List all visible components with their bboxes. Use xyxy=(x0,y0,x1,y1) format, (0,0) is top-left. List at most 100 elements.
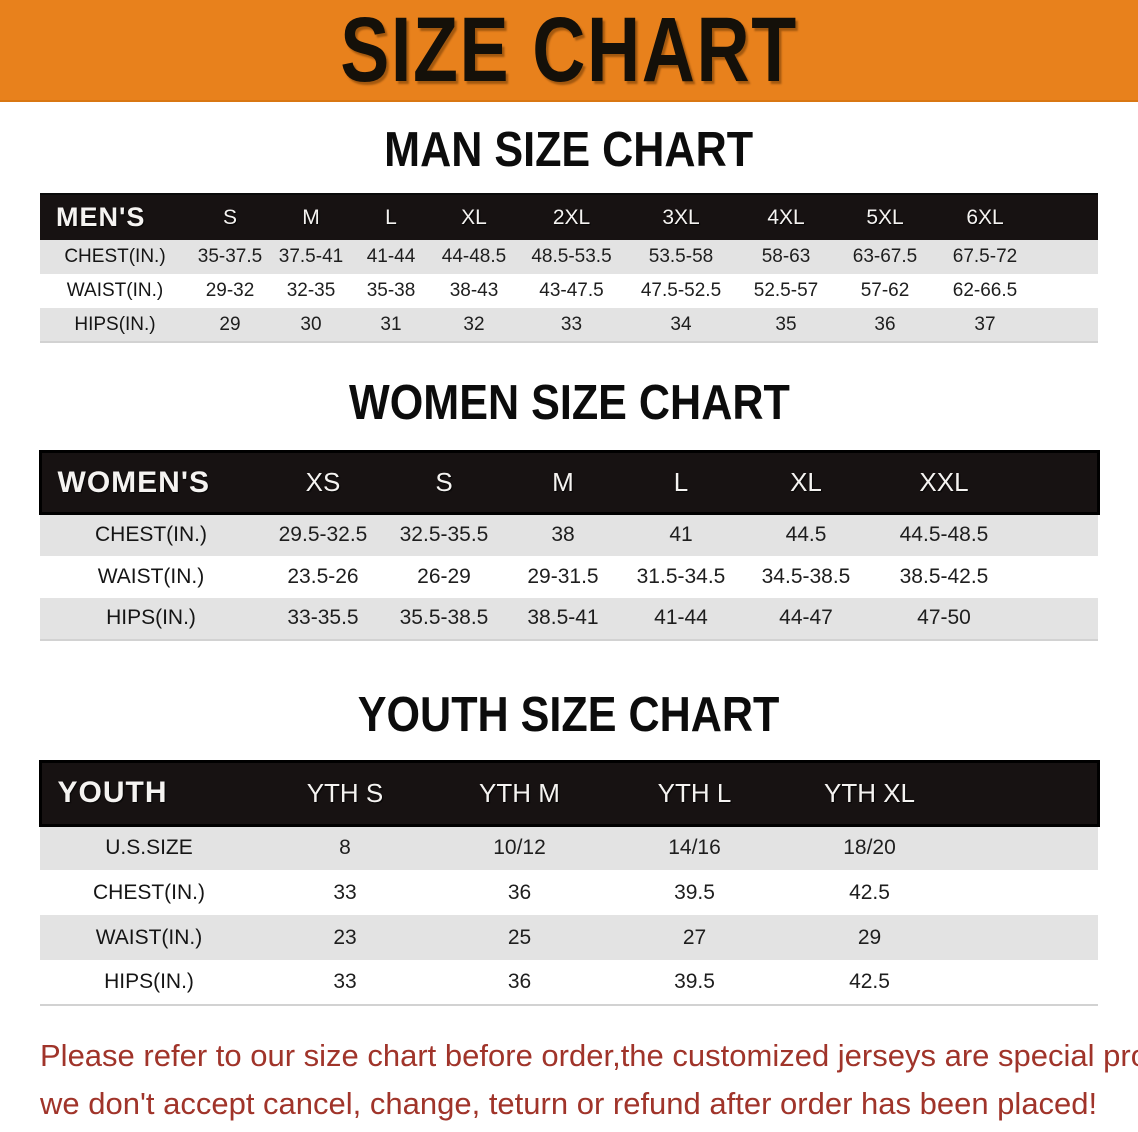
row-label: U.S.SIZE xyxy=(40,825,258,870)
column-header: 3XL xyxy=(625,194,737,240)
column-header: XL xyxy=(430,194,518,240)
disclaimer-note: Please refer to our size chart before or… xyxy=(40,1032,1138,1128)
disclaimer-line-2: we don't accept cancel, change, teturn o… xyxy=(40,1086,1098,1122)
women-heading-text: WOMEN SIZE CHART xyxy=(348,376,790,430)
cell-value: 35-38 xyxy=(352,274,430,308)
cell-value: 32 xyxy=(430,308,518,342)
row-label: WAIST(IN.) xyxy=(40,274,190,308)
table-row: HIPS(IN.) 33-35.5 35.5-38.5 38.5-41 41-44 44-… xyxy=(40,597,1098,640)
cell-value: 29 xyxy=(190,308,270,342)
men-section: MAN SIZE CHART MEN'S S M L XL 2XL 3XL 4XL 5XL 6XL… xyxy=(0,126,1138,343)
table-row: WAIST(IN.) 23 25 27 29 xyxy=(40,915,1098,960)
cell-value: 27 xyxy=(607,915,782,960)
column-header: YTH M xyxy=(432,759,607,827)
column-header: 4XL xyxy=(737,194,835,240)
table-header-label: YOUTH xyxy=(38,759,258,827)
table-header-row: WOMEN'S XS S M L XL XXL xyxy=(38,450,1100,515)
column-header: S xyxy=(190,194,270,240)
cell-value: 38-43 xyxy=(430,274,518,308)
cell-value: 39.5 xyxy=(607,960,782,1005)
cell-value: 31 xyxy=(352,308,430,342)
row-label: CHEST(IN.) xyxy=(40,240,190,274)
table-row: HIPS(IN.) 33 36 39.5 42.5 xyxy=(40,960,1098,1005)
cell-filler xyxy=(957,960,1098,1005)
cell-value: 32.5-35.5 xyxy=(384,513,504,556)
column-header: 5XL xyxy=(835,194,935,240)
cell-value: 52.5-57 xyxy=(737,274,835,308)
cell-value: 23 xyxy=(258,915,432,960)
cell-value: 42.5 xyxy=(782,960,957,1005)
cell-value: 57-62 xyxy=(835,274,935,308)
table-row: CHEST(IN.) 33 36 39.5 42.5 xyxy=(40,870,1098,915)
women-section: WOMEN SIZE CHART WOMEN'S XS S M L XL XXL CHEST(… xyxy=(0,379,1138,641)
cell-value: 47.5-52.5 xyxy=(625,274,737,308)
cell-value: 8 xyxy=(258,825,432,870)
row-label: HIPS(IN.) xyxy=(40,597,262,640)
cell-value: 41-44 xyxy=(622,597,740,640)
women-section-heading: WOMEN SIZE CHART xyxy=(0,379,1138,428)
banner-title: SIZE CHART xyxy=(340,0,798,101)
women-size-table: WOMEN'S XS S M L XL XXL CHEST(IN.) 29.5-32.5 32.5… xyxy=(38,450,1100,641)
cell-value: 37 xyxy=(935,308,1035,342)
cell-value: 35 xyxy=(737,308,835,342)
youth-size-table: YOUTH YTH S YTH M YTH L YTH XL U.S.SIZE 8 10/12… xyxy=(38,759,1100,1006)
youth-heading-text: YOUTH SIZE CHART xyxy=(358,687,780,742)
table-row: HIPS(IN.) 29 30 31 32 33 34 35 36 37 xyxy=(40,308,1098,342)
cell-value: 67.5-72 xyxy=(935,240,1035,274)
table-row: U.S.SIZE 8 10/12 14/16 18/20 xyxy=(40,825,1098,870)
column-header: L xyxy=(622,450,740,515)
cell-value: 47-50 xyxy=(872,597,1016,640)
cell-value: 32-35 xyxy=(270,274,352,308)
cell-value: 29-32 xyxy=(190,274,270,308)
header-filler xyxy=(1016,450,1100,515)
row-label: WAIST(IN.) xyxy=(40,555,262,598)
disclaimer-line-1: Please refer to our size chart before or… xyxy=(40,1038,1138,1073)
cell-value: 29 xyxy=(782,915,957,960)
cell-value: 35.5-38.5 xyxy=(384,597,504,640)
cell-value: 33-35.5 xyxy=(262,597,384,640)
cell-value: 33 xyxy=(518,308,625,342)
table-row: CHEST(IN.) 29.5-32.5 32.5-35.5 38 41 44.5 44.5… xyxy=(40,513,1098,556)
row-label: HIPS(IN.) xyxy=(40,960,258,1005)
cell-filler xyxy=(957,825,1098,870)
row-label: CHEST(IN.) xyxy=(40,513,262,556)
cell-value: 30 xyxy=(270,308,352,342)
header-filler xyxy=(1035,194,1098,240)
column-header: YTH XL xyxy=(782,759,957,827)
men-section-heading: MAN SIZE CHART xyxy=(0,126,1138,175)
column-header: L xyxy=(352,194,430,240)
cell-value: 63-67.5 xyxy=(835,240,935,274)
cell-value: 25 xyxy=(432,915,607,960)
men-heading-text: MAN SIZE CHART xyxy=(384,123,754,177)
cell-value: 34 xyxy=(625,308,737,342)
cell-value: 23.5-26 xyxy=(262,555,384,598)
cell-value: 14/16 xyxy=(607,825,782,870)
row-label: HIPS(IN.) xyxy=(40,308,190,342)
cell-value: 36 xyxy=(432,870,607,915)
cell-value: 37.5-41 xyxy=(270,240,352,274)
cell-value: 10/12 xyxy=(432,825,607,870)
cell-value: 29.5-32.5 xyxy=(262,513,384,556)
cell-value: 29-31.5 xyxy=(504,555,622,598)
cell-filler xyxy=(1016,555,1098,598)
cell-value: 48.5-53.5 xyxy=(518,240,625,274)
cell-filler xyxy=(1016,513,1098,556)
cell-value: 31.5-34.5 xyxy=(622,555,740,598)
cell-value: 38.5-41 xyxy=(504,597,622,640)
youth-section-heading: YOUTH SIZE CHART xyxy=(0,687,1138,742)
cell-value: 33 xyxy=(258,870,432,915)
cell-filler xyxy=(1035,240,1098,274)
column-header: M xyxy=(504,450,622,515)
column-header: XL xyxy=(740,450,872,515)
column-header: S xyxy=(384,450,504,515)
cell-value: 36 xyxy=(432,960,607,1005)
cell-value: 38.5-42.5 xyxy=(872,555,1016,598)
cell-filler xyxy=(957,870,1098,915)
cell-filler xyxy=(1035,308,1098,342)
column-header: YTH S xyxy=(258,759,432,827)
cell-value: 34.5-38.5 xyxy=(740,555,872,598)
row-label: WAIST(IN.) xyxy=(40,915,258,960)
cell-value: 18/20 xyxy=(782,825,957,870)
cell-value: 38 xyxy=(504,513,622,556)
row-label: CHEST(IN.) xyxy=(40,870,258,915)
